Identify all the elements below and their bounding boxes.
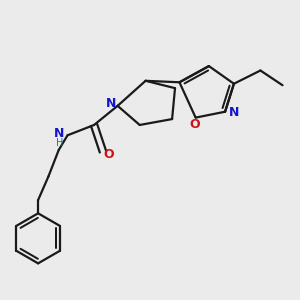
Text: N: N	[106, 97, 116, 110]
Text: O: O	[190, 118, 200, 130]
Text: N: N	[229, 106, 239, 119]
Text: O: O	[103, 148, 113, 161]
Text: N: N	[54, 127, 64, 140]
Text: H: H	[56, 138, 63, 148]
